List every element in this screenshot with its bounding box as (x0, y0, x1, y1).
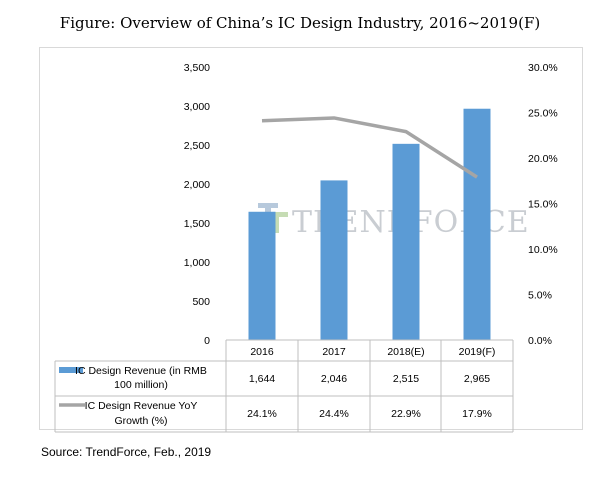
table-cell-growth: 24.1% (247, 408, 277, 420)
bar (248, 211, 276, 340)
x-tick-label: 2017 (322, 346, 346, 358)
y-tick-label: 1,500 (184, 218, 210, 230)
table-cell-revenue: 2,965 (464, 373, 490, 385)
table-cell-revenue: 1,644 (249, 373, 275, 385)
y2-tick-label: 20.0% (528, 153, 558, 165)
y-tick-label: 500 (192, 296, 210, 308)
y2-tick-label: 10.0% (528, 244, 558, 256)
y2-tick-label: 0.0% (528, 335, 552, 347)
y-tick-label: 3,000 (184, 101, 210, 113)
y2-tick-label: 5.0% (528, 290, 552, 302)
y-tick-label: 2,000 (184, 179, 210, 191)
y2-tick-label: 30.0% (528, 62, 558, 74)
y2-axis-ticks: 0.0% 5.0% 10.0% 15.0% 20.0% 25.0% 30.0% (528, 62, 558, 347)
y2-tick-label: 15.0% (528, 199, 558, 211)
y-tick-label: 1,000 (184, 257, 210, 269)
growth-line (261, 116, 478, 179)
y-tick-label: 3,500 (184, 62, 210, 74)
legend-key-bar (59, 367, 83, 373)
y2-tick-label: 25.0% (528, 108, 558, 120)
x-tick-label: 2016 (250, 346, 274, 358)
chart-title: Figure: Overview of China’s IC Design In… (59, 14, 541, 32)
watermark-logo-green-stem (274, 212, 279, 233)
y-tick-label: 0 (204, 335, 210, 347)
line-series (261, 116, 478, 179)
y-tick-label: 2,500 (184, 140, 210, 152)
watermark-logo-green (274, 212, 288, 217)
table-cell-growth: 17.9% (462, 408, 492, 420)
series-label: IC Design Revenue YoY Growth (%) (85, 400, 198, 427)
x-tick-label: 2019(F) (459, 346, 496, 358)
table-cell-revenue: 2,515 (393, 373, 419, 385)
table-cell-growth: 22.9% (391, 408, 421, 420)
data-table: 2016 2017 2018(E) 2019(F) IC Design Revenue … (54, 339, 514, 433)
bar (392, 143, 420, 340)
series-label: IC Design Revenue (in RMB 100 million) (75, 365, 207, 391)
chart-frame (39, 47, 583, 430)
table-cell-revenue: 2,046 (321, 373, 347, 385)
bar (463, 108, 491, 340)
bar-series (248, 108, 491, 340)
x-tick-label: 2018(E) (387, 346, 424, 358)
y-axis-ticks: 0 500 1,000 1,500 2,000 2,500 3,000 3,500 (184, 62, 210, 347)
bar (320, 180, 348, 340)
table-cell-growth: 24.4% (319, 408, 349, 420)
source-note: Source: TrendForce, Feb., 2019 (41, 445, 212, 459)
